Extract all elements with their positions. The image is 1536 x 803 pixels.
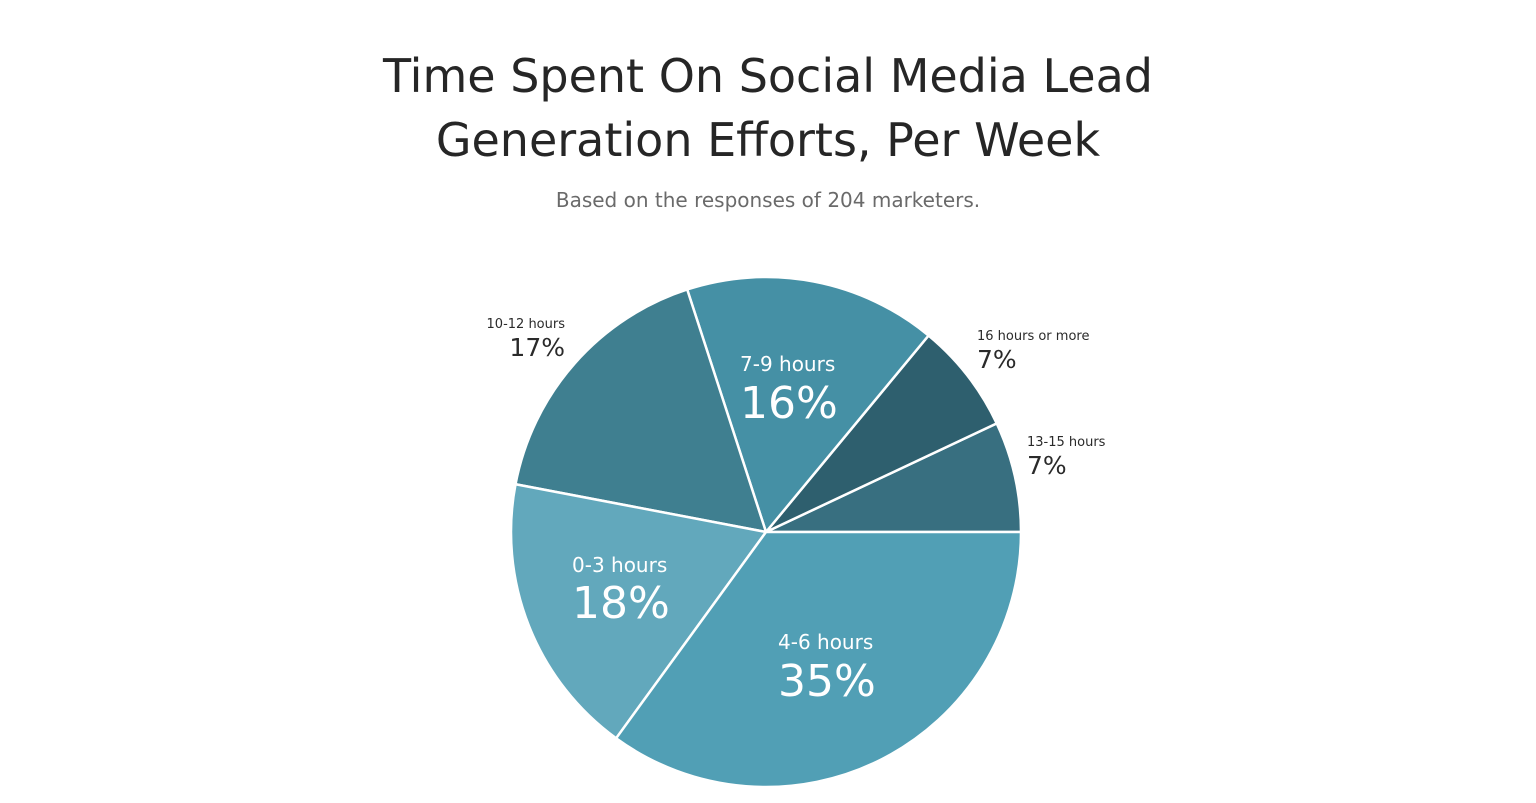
slice-value-label: 35% xyxy=(778,656,876,707)
pie-slice-0-3-hours xyxy=(509,482,769,741)
pie-slice-13-15-hours xyxy=(765,421,1023,534)
slice-label: 16 hours or more xyxy=(977,329,1089,344)
slice-label: 4-6 hours xyxy=(778,630,873,654)
slice-label: 13-15 hours xyxy=(1027,435,1106,450)
chart-title-line-2: Generation Efforts, Per Week xyxy=(435,113,1101,167)
slice-label: 10-12 hours xyxy=(487,317,566,332)
slice-value-label: 18% xyxy=(572,578,670,629)
pie-slice-7-9-hours xyxy=(685,275,931,535)
slice-value-label: 17% xyxy=(509,333,565,362)
pie-slice-4-6-hours xyxy=(614,530,1023,789)
chart-subtitle: Based on the responses of 204 marketers. xyxy=(555,188,981,212)
pie-slice-16-hours-or-more xyxy=(765,333,999,534)
slice-label: 0-3 hours xyxy=(572,553,667,577)
slice-value-label: 7% xyxy=(1027,451,1067,480)
slice-label: 7-9 hours xyxy=(740,352,835,376)
chart-title-line-1: Time Spent On Social Media Lead xyxy=(383,49,1153,103)
slice-value-label: 16% xyxy=(740,378,838,429)
pie-slice-10-12-hours xyxy=(514,287,768,534)
chart-title: Time Spent On Social Media Lead Generati… xyxy=(0,44,1536,172)
slice-value-label: 7% xyxy=(977,345,1017,374)
